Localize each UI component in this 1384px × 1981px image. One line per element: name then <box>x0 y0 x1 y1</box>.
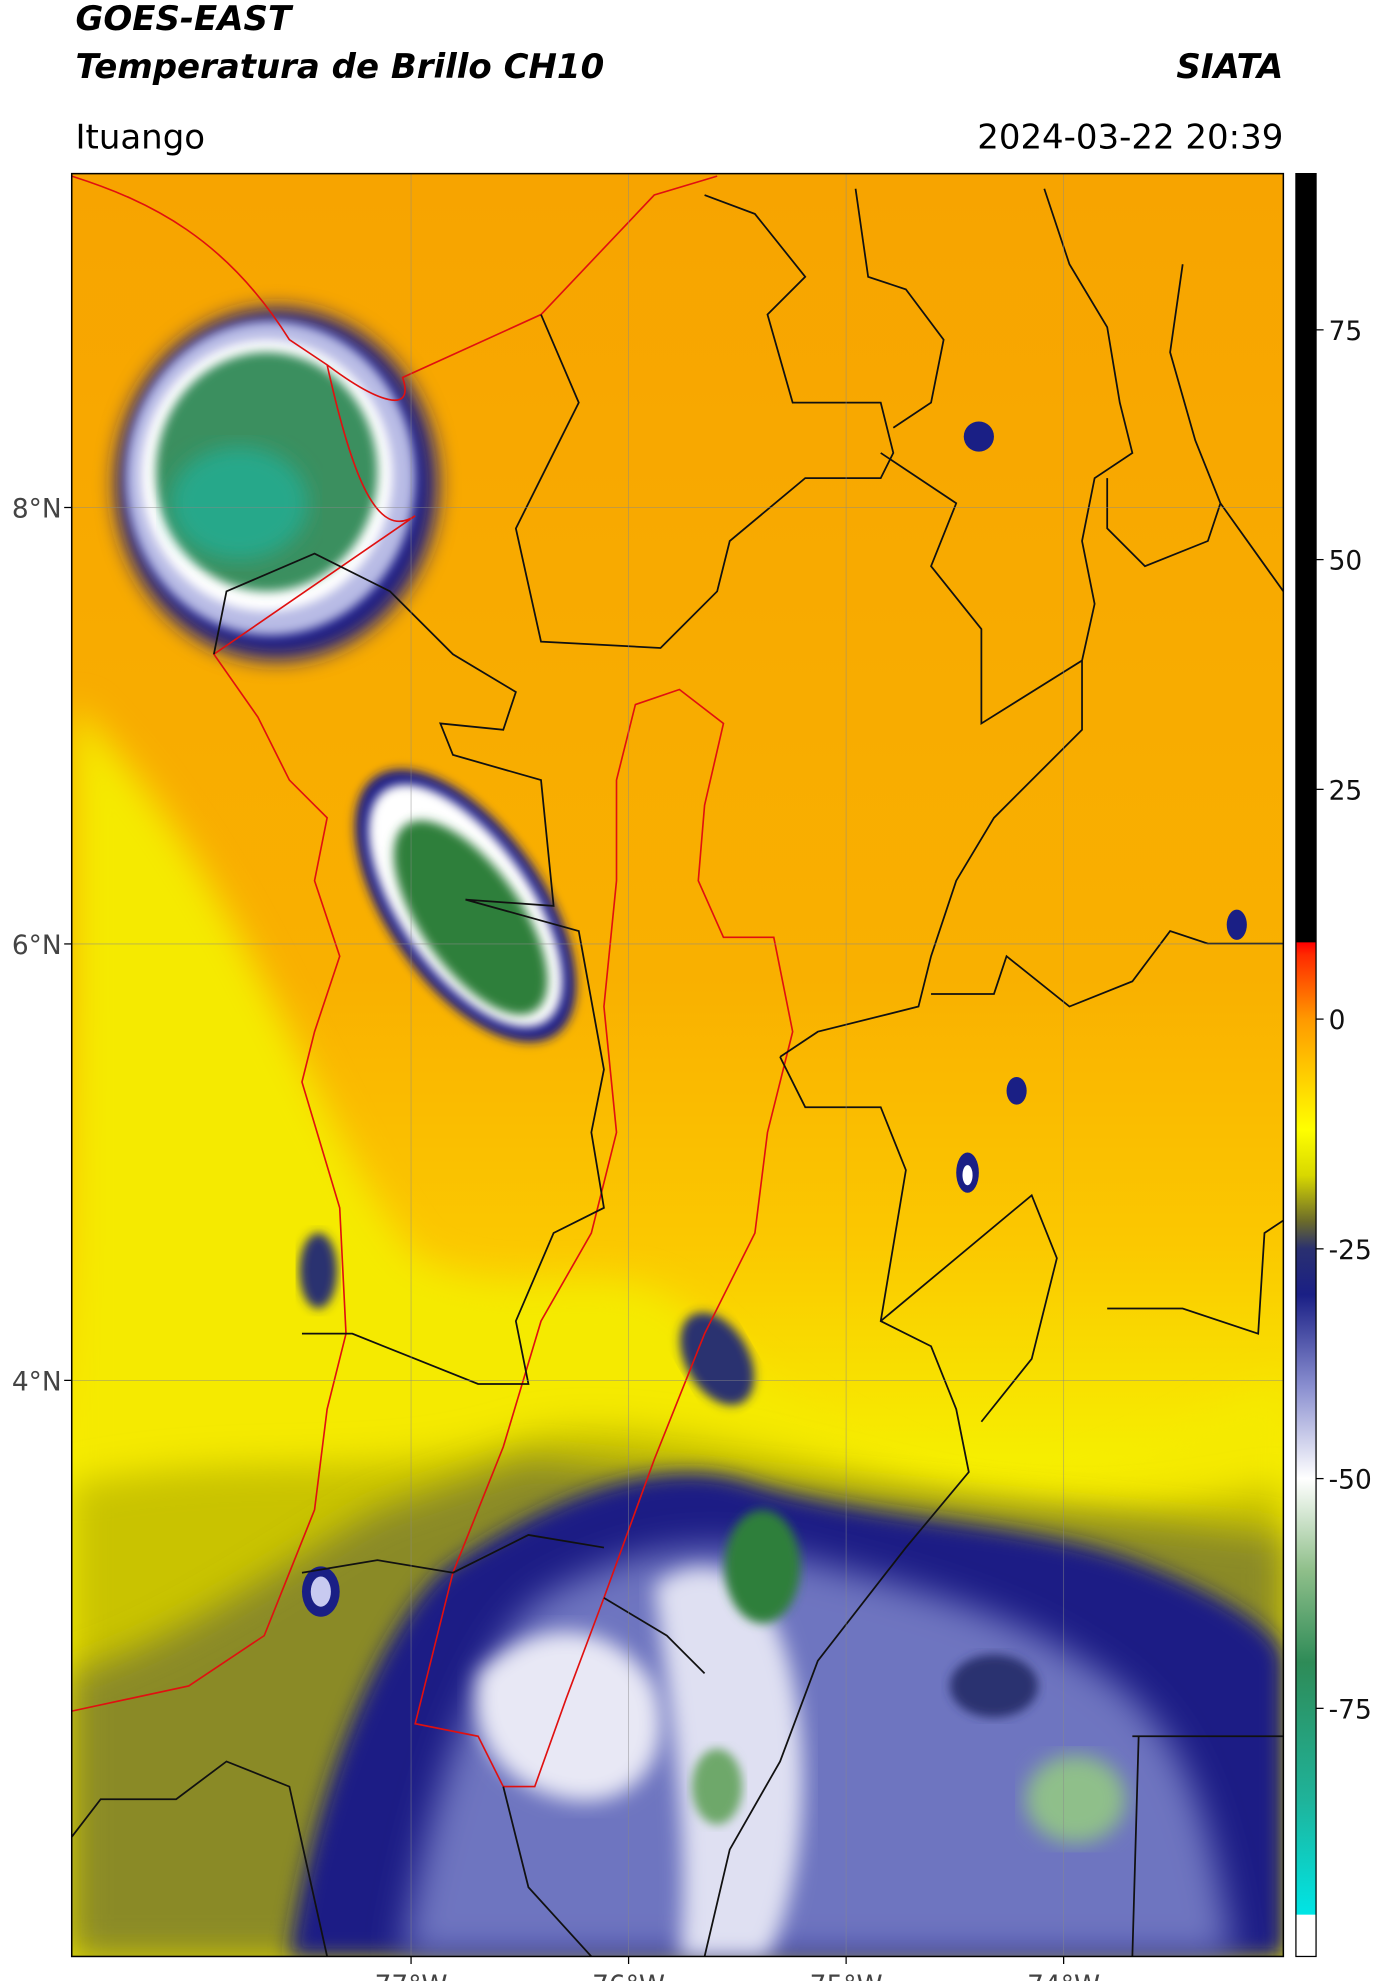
datetime: 2024-03-22 20:39 <box>977 117 1283 157</box>
lon-tick-label: 77°W <box>375 1970 448 1981</box>
satellite-image <box>71 173 1284 1957</box>
region: Ituango <box>75 117 205 157</box>
map-frame <box>70 172 1285 1958</box>
colorbar-tick-label: -25 <box>1329 1235 1372 1266</box>
lon-tick-label: 76°W <box>592 1970 665 1981</box>
subtitle: Temperatura de Brillo CH10 <box>75 47 604 87</box>
colorbar-tick-label: 0 <box>1329 1005 1346 1036</box>
colorbar-tick-label: 25 <box>1329 775 1363 806</box>
colorbar-tick-label: 50 <box>1329 546 1363 577</box>
graticule: 77°W 76°W 75°W 74°W 8°N 6°N 4°N <box>12 173 1284 1981</box>
colorbar-tick-label: -50 <box>1329 1465 1372 1496</box>
colorbar-ticks: 75 50 25 0 -25 -50 -75 <box>1316 316 1372 1725</box>
lat-tick-label: 4°N <box>12 1366 62 1397</box>
lon-tick-label: 75°W <box>810 1970 883 1981</box>
colorbar-tick-label: -75 <box>1329 1694 1372 1725</box>
colorbar-tick-label: 75 <box>1329 316 1363 347</box>
colorbar <box>1295 172 1317 1958</box>
lon-tick-label: 74°W <box>1027 1970 1100 1981</box>
title: GOES-EAST <box>75 0 293 39</box>
source: SIATA <box>1176 47 1283 87</box>
lat-tick-label: 6°N <box>12 930 62 961</box>
lat-tick-label: 8°N <box>12 494 62 525</box>
